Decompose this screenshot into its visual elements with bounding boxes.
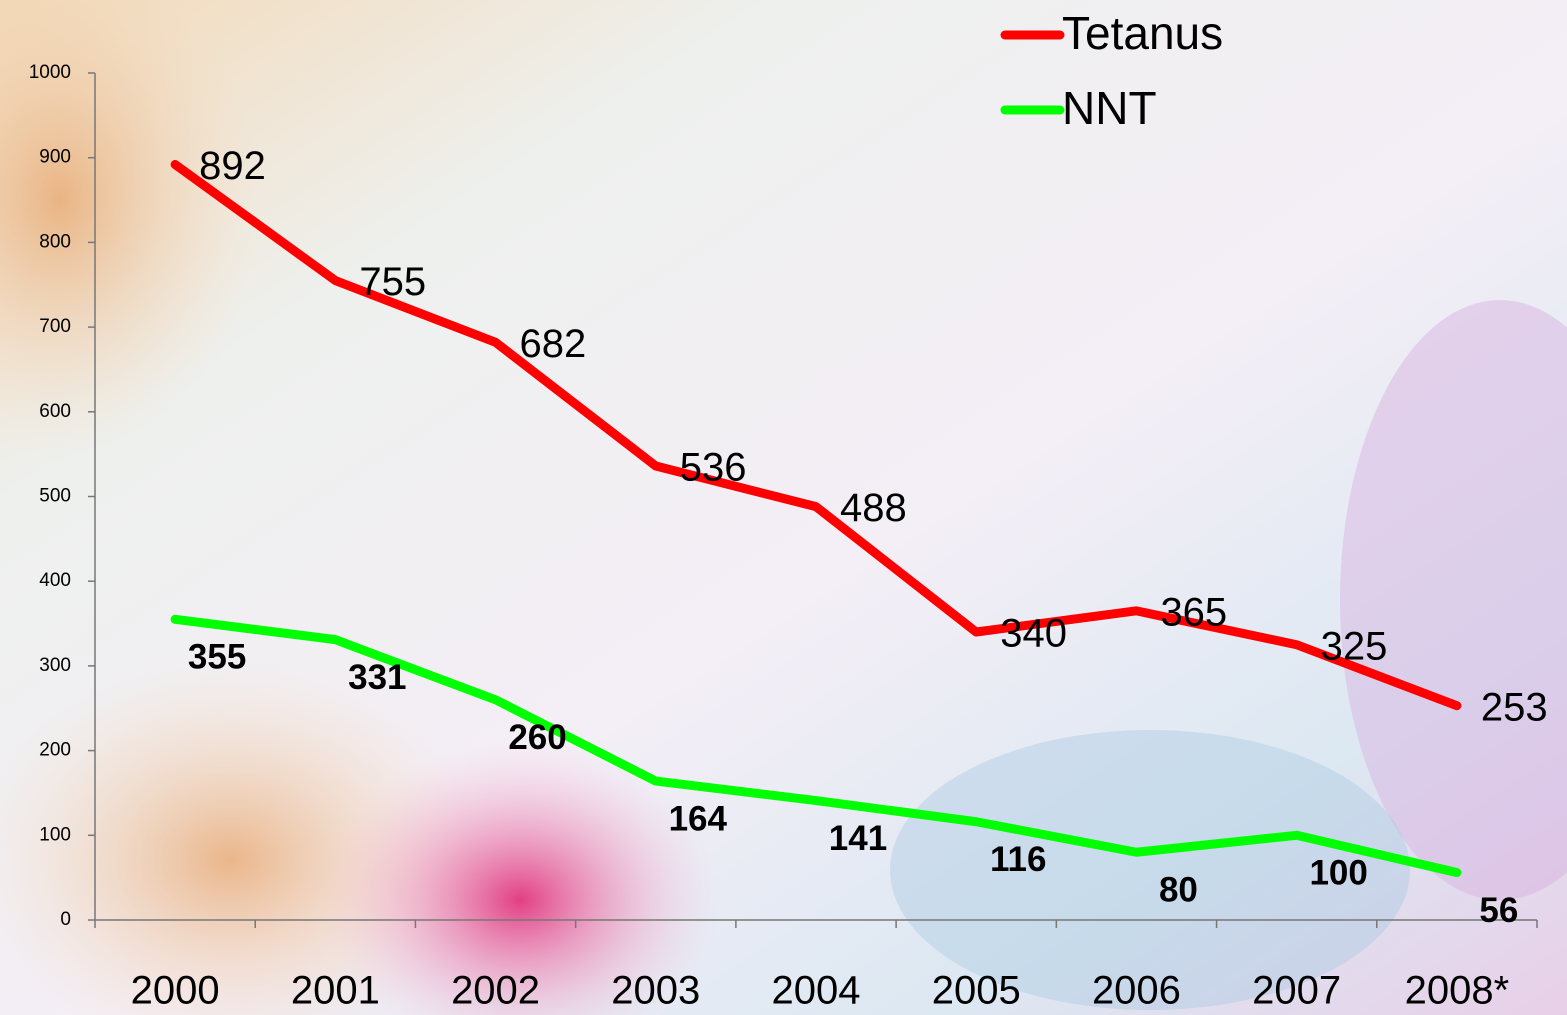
data-label: 892 (199, 144, 266, 188)
background-blob (0, 0, 260, 460)
data-label: 488 (840, 486, 907, 530)
data-label: 100 (1309, 854, 1367, 893)
data-label: 260 (508, 718, 566, 757)
x-tick-label: 2003 (611, 969, 700, 1013)
y-tick-label: 100 (39, 824, 71, 845)
y-tick-label: 1000 (29, 62, 71, 83)
data-label: 355 (188, 638, 246, 677)
y-tick-label: 900 (39, 147, 71, 168)
data-label: 253 (1481, 685, 1548, 729)
x-tick-label: 2002 (451, 969, 540, 1013)
y-tick-label: 0 (60, 909, 71, 930)
y-tick-label: 300 (39, 655, 71, 676)
x-tick-label: 2007 (1252, 969, 1341, 1013)
x-tick-label: 2006 (1092, 969, 1181, 1013)
data-label: 340 (1000, 612, 1067, 656)
data-label: 755 (359, 260, 426, 304)
y-tick-label: 700 (39, 316, 71, 337)
line-series (170, 614, 1462, 878)
y-tick-label: 400 (39, 570, 71, 591)
y-tick-label: 500 (39, 486, 71, 507)
data-label: 116 (990, 840, 1046, 879)
background-blob (1340, 300, 1567, 900)
data-label: 164 (669, 799, 728, 838)
data-label: 536 (680, 446, 747, 490)
background-blob (890, 730, 1410, 1010)
data-label: 331 (348, 658, 406, 697)
data-label: 56 (1479, 891, 1518, 930)
background-blob (320, 740, 720, 1015)
data-label: 682 (520, 322, 587, 366)
y-tick-label: 200 (39, 740, 71, 761)
x-tick-label: 2005 (932, 969, 1021, 1013)
data-label: 325 (1321, 624, 1388, 668)
x-tick-label: 2008* (1405, 969, 1510, 1013)
y-tick-label: 800 (39, 231, 71, 252)
line-series (170, 159, 1462, 711)
data-label: 365 (1160, 590, 1227, 634)
data-label: 80 (1159, 870, 1198, 909)
legend-label: Tetanus (1062, 7, 1223, 59)
x-tick-label: 2004 (772, 969, 861, 1013)
data-label: 141 (829, 819, 887, 858)
x-tick-label: 2000 (131, 969, 220, 1013)
x-tick-label: 2001 (291, 969, 380, 1013)
legend-label: NNT (1062, 82, 1157, 134)
y-tick-label: 600 (39, 401, 71, 422)
